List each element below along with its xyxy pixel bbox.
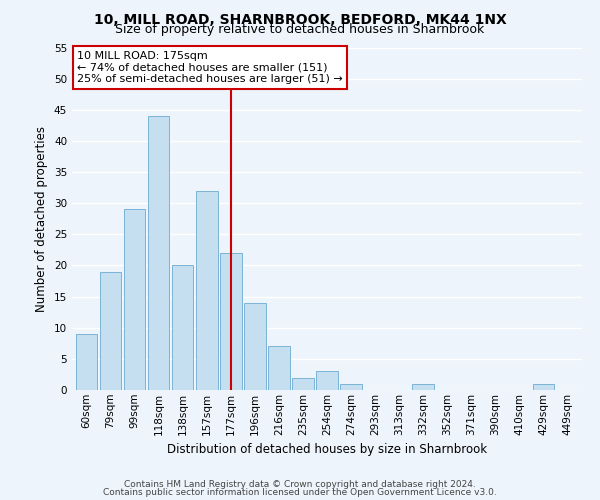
Bar [340, 384, 362, 390]
Text: Size of property relative to detached houses in Sharnbrook: Size of property relative to detached ho… [115, 22, 485, 36]
Bar [172, 266, 193, 390]
Bar [244, 303, 266, 390]
Bar [412, 384, 434, 390]
Bar [316, 372, 338, 390]
Text: Contains public sector information licensed under the Open Government Licence v3: Contains public sector information licen… [103, 488, 497, 497]
Bar [196, 190, 218, 390]
Bar [533, 384, 554, 390]
Y-axis label: Number of detached properties: Number of detached properties [35, 126, 49, 312]
Bar [148, 116, 169, 390]
X-axis label: Distribution of detached houses by size in Sharnbrook: Distribution of detached houses by size … [167, 443, 487, 456]
Bar [76, 334, 97, 390]
Text: 10 MILL ROAD: 175sqm
← 74% of detached houses are smaller (151)
25% of semi-deta: 10 MILL ROAD: 175sqm ← 74% of detached h… [77, 51, 343, 84]
Bar [268, 346, 290, 390]
Text: Contains HM Land Registry data © Crown copyright and database right 2024.: Contains HM Land Registry data © Crown c… [124, 480, 476, 489]
Bar [100, 272, 121, 390]
Bar [124, 210, 145, 390]
Bar [292, 378, 314, 390]
Bar [220, 253, 242, 390]
Text: 10, MILL ROAD, SHARNBROOK, BEDFORD, MK44 1NX: 10, MILL ROAD, SHARNBROOK, BEDFORD, MK44… [94, 12, 506, 26]
